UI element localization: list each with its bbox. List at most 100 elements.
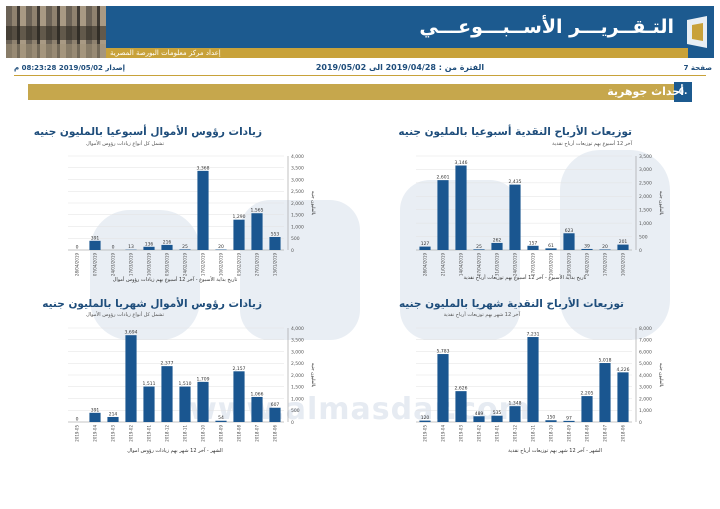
y-tick-label: 2,500 (291, 361, 304, 367)
x-tick-label: 2018-09 (567, 425, 572, 442)
bar (251, 213, 263, 250)
y-tick-label: 1,000 (639, 221, 652, 227)
bar (617, 244, 629, 250)
bar (491, 415, 503, 422)
report-period: الفترة من : 2019/04/28 الى 2019/05/02 (315, 63, 485, 72)
y-tick-label: 500 (639, 234, 648, 240)
data-label: 535 (493, 410, 502, 416)
bar (233, 371, 245, 422)
data-label: 0 (76, 245, 79, 251)
bar (509, 406, 521, 422)
x-tick-label: 2019-04 (93, 425, 98, 442)
chart-weekly-capital: 0 500 1,000 1,500 2,000 2,500 3,000 3,500 4,000 ب… (68, 154, 315, 276)
x-tick-label: 2019-01 (147, 425, 152, 442)
bar (419, 246, 431, 250)
chart-weekly-dividends: 0 500 1,000 1,500 2,000 2,500 3,000 3,500 بالملي… (416, 154, 663, 276)
bar (161, 366, 173, 422)
x-tick-label: 2019-03 (459, 425, 464, 442)
bar (269, 237, 281, 250)
y-tick-label: 3,000 (639, 167, 652, 173)
bar (545, 248, 557, 250)
data-label: 13 (128, 244, 134, 250)
y-tick-label: 0 (291, 248, 294, 254)
y-tick-label: 500 (291, 408, 300, 414)
y-tick-label: 1,000 (639, 408, 652, 414)
x-tick-label: 21/04/2019 (441, 253, 446, 277)
data-label: 25 (476, 244, 482, 250)
x-tick-label: 2019-05 (423, 425, 428, 442)
x-tick-label: 2019-02 (477, 425, 482, 442)
header-subtitle: إعداد مركز معلومات البورصة المصرية (110, 49, 221, 57)
x-tick-label: 03/03/2019 (165, 253, 170, 277)
x-tick-label: 03/03/2019 (567, 253, 572, 277)
x-tick-label: 17/03/2019 (531, 253, 536, 277)
bar (581, 248, 593, 250)
header-gold-strip (106, 48, 688, 58)
x-tick-label: 27/01/2019 (255, 253, 260, 277)
bar (89, 240, 101, 250)
data-label: 25 (182, 244, 188, 250)
bar (107, 416, 119, 422)
bar (437, 354, 449, 422)
data-label: 0 (76, 417, 79, 423)
x-tick-label: 13/01/2019 (273, 253, 278, 277)
chart-subtitle-weekly-capital: تشمل كل أنواع زيادات رؤوس الأموال (86, 141, 164, 147)
data-label: 20 (602, 244, 608, 250)
bar (419, 420, 431, 422)
chart-title-weekly-capital: زيادات رؤوس الأموال أسبوعيا بالمليون جني… (33, 126, 262, 138)
data-label: 150 (547, 415, 556, 421)
bar (197, 381, 209, 422)
data-label: 4,226 (617, 367, 630, 373)
x-tick-label: 17/02/2019 (201, 253, 206, 277)
y-tick-label: 500 (291, 236, 300, 242)
data-label: 391 (91, 407, 100, 413)
y-tick-label: 6,000 (639, 349, 652, 355)
x-tick-label: 28/04/2019 (423, 253, 428, 277)
bar (491, 242, 503, 250)
y-tick-label: 3,500 (639, 154, 652, 160)
chart-title-weekly-dividends: توزيعات الأرباح النقدية أسبوعيا بالمليون… (398, 126, 632, 138)
data-label: 97 (566, 415, 572, 421)
bar (563, 420, 575, 422)
chart-monthly-capital: 0 500 1,000 1,500 2,000 2,500 3,000 3,500 4,000 ب… (68, 326, 315, 442)
bar (527, 245, 539, 250)
y-tick-label: 8,000 (639, 326, 652, 332)
bar (233, 219, 245, 250)
bar (599, 363, 611, 422)
data-label: 157 (529, 240, 538, 246)
chart-subtitle-monthly-capital: تشمل كل أنواع زيادات رؤوس الأموال (86, 312, 164, 318)
bar (509, 184, 521, 250)
data-label: 5,018 (599, 358, 612, 364)
y-tick-label: 1,000 (291, 396, 304, 402)
data-label: 136 (145, 241, 154, 247)
x-tick-label: 2018-09 (219, 425, 224, 442)
bar (179, 249, 191, 250)
x-tick-label: 2018-11 (183, 425, 188, 442)
x-tick-label: 10/03/2019 (147, 253, 152, 277)
data-label: 201 (619, 239, 628, 245)
y-tick-label: 4,000 (291, 154, 304, 160)
data-label: 2,157 (233, 366, 246, 372)
bar (473, 249, 485, 250)
data-label: 3,146 (455, 160, 468, 166)
data-label: 391 (91, 235, 100, 241)
x-tick-label: 2018-06 (621, 425, 626, 442)
y-tick-label: 5,000 (639, 361, 652, 367)
x-tick-label: 17/03/2019 (129, 253, 134, 277)
bar (581, 396, 593, 422)
section-bar (28, 84, 688, 100)
x-tick-label: 2018-08 (237, 425, 242, 442)
data-label: 489 (475, 411, 484, 417)
data-label: 607 (271, 402, 280, 408)
header-photo (6, 6, 106, 58)
section-number: ٥. (674, 82, 692, 102)
x-tick-label: 10/02/2019 (621, 253, 626, 277)
bar (545, 420, 557, 422)
bar (251, 396, 263, 422)
y-axis-label: بالمليون جنيه (310, 191, 315, 215)
bar (455, 165, 467, 250)
chart-subtitle-weekly-dividends: آخر 12 أسبوع بهم توزيعات أرباح نقدية (552, 141, 632, 147)
data-label: 2,377 (161, 361, 174, 367)
chart-monthly-dividends: 0 1,000 2,000 3,000 4,000 5,000 6,000 7,000 8,00… (416, 326, 663, 442)
bar (617, 372, 629, 422)
